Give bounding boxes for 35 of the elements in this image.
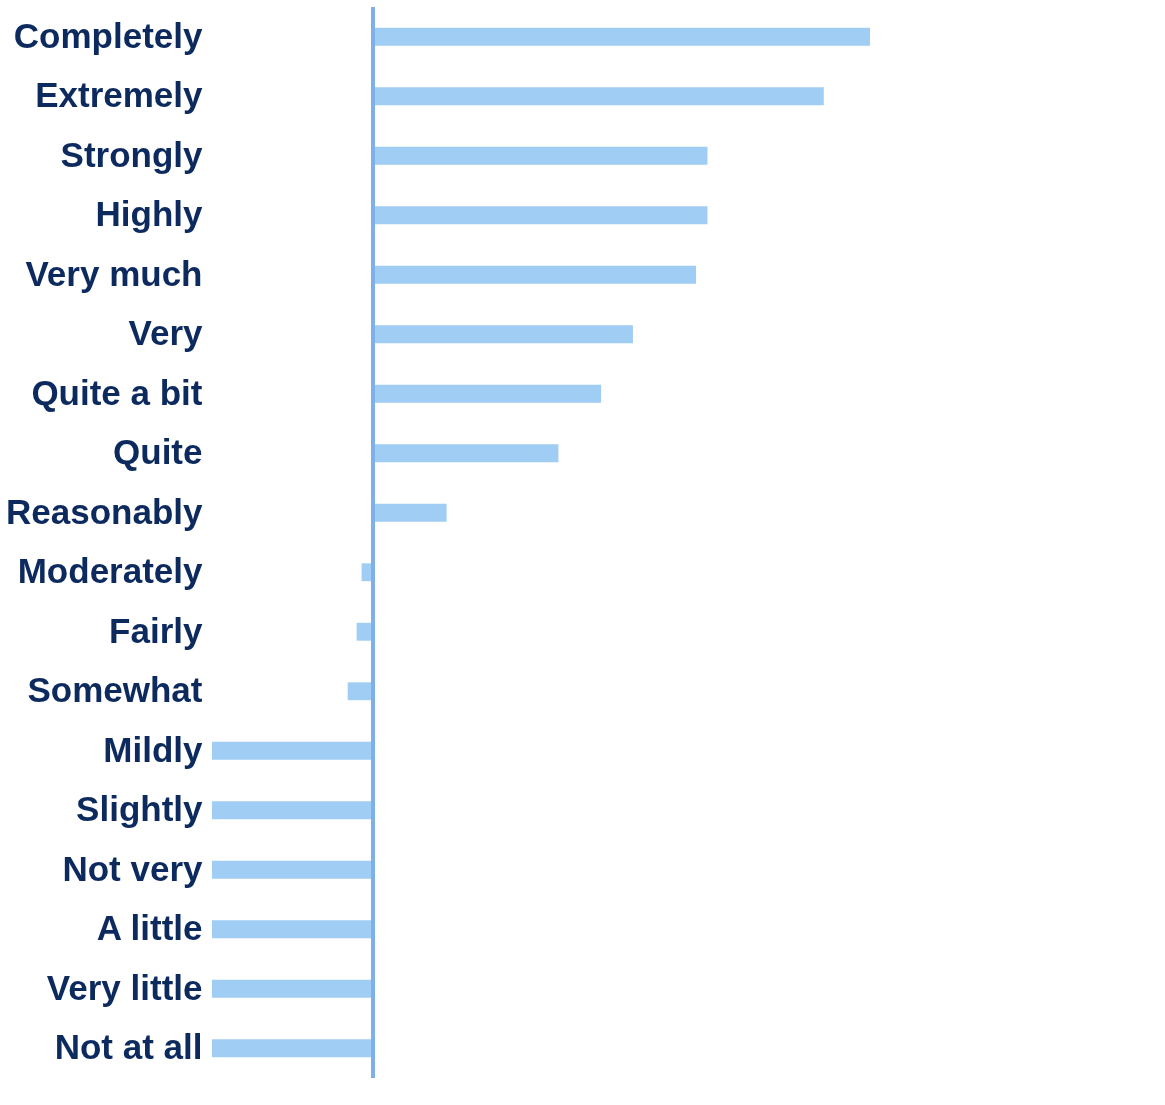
y-tick-label: Strongly bbox=[60, 134, 204, 174]
bar bbox=[212, 979, 374, 998]
y-tick-label: A little bbox=[96, 908, 203, 948]
y-tick-label: Completely bbox=[13, 15, 204, 55]
bar bbox=[373, 265, 697, 284]
bar bbox=[212, 741, 374, 760]
y-tick-label: Extremely bbox=[35, 75, 204, 115]
y-tick-label: Not at all bbox=[54, 1027, 203, 1067]
y-tick-label: Quite a bit bbox=[31, 372, 203, 412]
y-tick-label: Somewhat bbox=[27, 670, 203, 710]
bar bbox=[373, 206, 708, 225]
bar bbox=[373, 384, 602, 403]
y-tick-label: Fairly bbox=[109, 610, 204, 650]
bar bbox=[212, 920, 374, 939]
bar bbox=[373, 444, 559, 463]
bar bbox=[212, 860, 374, 879]
bar bbox=[373, 87, 824, 106]
bar bbox=[373, 325, 633, 344]
y-tick-label: Slightly bbox=[76, 789, 204, 829]
bar bbox=[212, 1039, 374, 1058]
y-tick-label: Mildly bbox=[103, 729, 204, 769]
y-tick-label: Reasonably bbox=[6, 491, 204, 531]
y-tick-label: Highly bbox=[95, 194, 204, 234]
bar bbox=[212, 801, 374, 820]
bar bbox=[347, 682, 374, 701]
y-tick-label: Not very bbox=[62, 848, 204, 888]
bar bbox=[373, 27, 870, 46]
bar bbox=[356, 622, 374, 641]
bar bbox=[373, 503, 447, 522]
y-tick-label: Very much bbox=[25, 253, 203, 293]
y-tick-label: Moderately bbox=[17, 551, 204, 591]
bar bbox=[373, 146, 708, 165]
y-tick-label: Very little bbox=[46, 967, 203, 1007]
y-tick-label: Very bbox=[128, 313, 204, 353]
y-tick-label: Quite bbox=[113, 432, 203, 472]
